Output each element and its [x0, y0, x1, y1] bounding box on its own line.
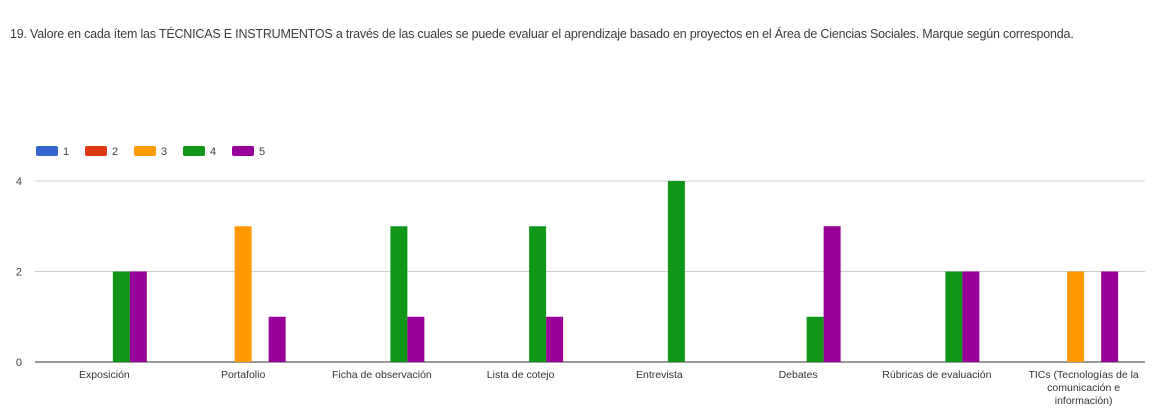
bar-7-series-3 [1067, 271, 1085, 362]
legend-swatch-2 [85, 146, 107, 156]
legend-label-3: 3 [161, 146, 167, 158]
bar-2-series-5 [407, 316, 425, 362]
bar-0-series-5 [129, 271, 147, 362]
legend-swatch-3 [134, 146, 156, 156]
x-tick-label-2: Ficha de observación [332, 369, 432, 381]
bar-0-series-4 [112, 271, 130, 362]
legend-swatch-1 [36, 146, 58, 156]
y-tick-label-4: 4 [16, 176, 22, 188]
chart-bars [112, 181, 1119, 362]
y-tick-label-2: 2 [16, 267, 22, 279]
x-tick-label-7: TICs (Tecnologías de la comunicación e inf… [1028, 369, 1138, 407]
legend-label-4: 4 [210, 146, 216, 158]
bar-6-series-4 [945, 271, 963, 362]
y-tick-label-0: 0 [16, 357, 22, 369]
x-tick-label-6: Rúbricas de evaluación [882, 369, 991, 381]
bar-1-series-3 [234, 226, 252, 362]
bar-3-series-5 [546, 316, 564, 362]
bar-5-series-4 [806, 316, 824, 362]
legend-label-5: 5 [259, 146, 265, 158]
x-tick-label-0: Exposición [79, 369, 130, 381]
bar-1-series-5 [268, 316, 286, 362]
bar-2-series-4 [390, 226, 408, 362]
x-tick-label-4: Entrevista [636, 369, 683, 381]
bar-3-series-4 [529, 226, 547, 362]
question-title: 19. Valore en cada ítem las TÉCNICAS E I… [10, 27, 1074, 41]
legend-swatch-4 [183, 146, 205, 156]
x-tick-label-5: Debates [779, 369, 818, 381]
legend-swatch-5 [232, 146, 254, 156]
x-axis-labels: Exposición Portafolio Ficha de observación… [79, 369, 1139, 407]
x-tick-label-3: Lista de cotejo [487, 369, 555, 381]
bar-7-series-5 [1101, 271, 1119, 362]
chart-legend: 1 2 3 4 5 [36, 146, 265, 158]
bar-4-series-4 [667, 181, 685, 362]
legend-label-2: 2 [112, 146, 118, 158]
bar-5-series-5 [823, 226, 841, 362]
y-axis-ticks: 0 2 4 [16, 176, 22, 369]
legend-label-1: 1 [63, 146, 69, 158]
x-tick-label-1: Portafolio [221, 369, 266, 381]
bar-6-series-5 [962, 271, 980, 362]
